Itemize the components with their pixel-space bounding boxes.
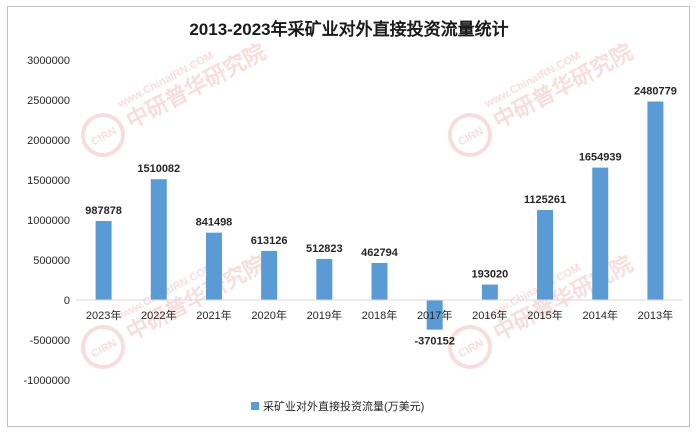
data-label: 1510082 — [137, 163, 180, 175]
watermark-logo-icon — [81, 113, 125, 157]
data-label: 841498 — [196, 217, 233, 229]
y-tick-label: 2500000 — [27, 95, 70, 107]
y-tick-label: -500000 — [30, 335, 70, 347]
y-axis: 3000000 2500000 2000000 1500000 1000000 50000… — [24, 55, 71, 387]
data-label: 1654939 — [579, 152, 622, 164]
x-tick-label: 2021年 — [196, 308, 231, 322]
bar — [592, 167, 609, 300]
watermark-logo-icon — [448, 113, 492, 157]
y-tick-label: 3000000 — [27, 55, 70, 67]
x-tick-label: 2018年 — [362, 308, 397, 322]
data-label: 512823 — [306, 243, 343, 255]
data-label: 2480779 — [634, 86, 677, 98]
data-label: 1125261 — [524, 194, 566, 206]
watermark-logo: CIRN — [89, 125, 118, 148]
watermark-logo-icon — [81, 325, 125, 369]
watermark-logo: CIRN — [89, 337, 118, 360]
bar — [426, 300, 443, 330]
y-tick-label: 1000000 — [27, 215, 70, 227]
data-label: 193020 — [472, 269, 509, 281]
bar — [261, 250, 278, 300]
y-tick-label: 0 — [64, 295, 70, 307]
y-tick-label: 1500000 — [27, 175, 70, 187]
bar — [316, 258, 333, 300]
x-tick-label: 2019年 — [307, 308, 342, 322]
bar — [95, 220, 112, 300]
y-tick-label: 500000 — [33, 255, 70, 267]
bar — [371, 262, 388, 300]
bar — [647, 101, 664, 300]
x-axis: 2023年 2022年 2021年 2020年 2019年 2018年 2017年 2016年… — [76, 299, 683, 322]
data-label: -370152 — [414, 336, 454, 348]
bar — [537, 209, 554, 300]
x-tick-label: 2015年 — [527, 308, 562, 322]
data-label: 987878 — [85, 205, 122, 217]
data-label: 613126 — [251, 235, 288, 247]
y-tick-label: 2000000 — [27, 135, 70, 147]
chart-frame: 中研普华研究院 www.ChinaIRN.COM CIRN 中研普华研究院 www.Ch… — [7, 6, 690, 427]
legend: 采矿业对外直接投资流量(万美元) — [251, 399, 424, 413]
x-tick-label: 2016年 — [472, 308, 507, 322]
y-tick-label: -1000000 — [24, 375, 71, 387]
legend-swatch — [251, 402, 259, 410]
x-tick-label: 2013年 — [638, 308, 673, 322]
watermark-logo: CIRN — [456, 125, 485, 148]
bar — [481, 284, 498, 300]
watermark-logo: CIRN — [456, 337, 485, 360]
watermark-logo-icon — [448, 325, 492, 369]
bar-series: 987878 1510082 841498 613126 512823 462794 -37… — [85, 86, 677, 348]
legend-label: 采矿业对外直接投资流量(万美元) — [263, 399, 424, 413]
x-tick-label: 2023年 — [86, 308, 121, 322]
x-tick-label: 2020年 — [251, 308, 286, 322]
x-tick-label: 2022年 — [141, 308, 176, 322]
chart-title: 2013-2023年采矿业对外直接投资流量统计 — [189, 19, 508, 39]
bar — [150, 179, 167, 300]
x-tick-label: 2014年 — [582, 308, 617, 322]
bar — [205, 232, 222, 300]
data-label: 462794 — [361, 247, 399, 259]
x-tick-label: 2017年 — [417, 308, 452, 322]
